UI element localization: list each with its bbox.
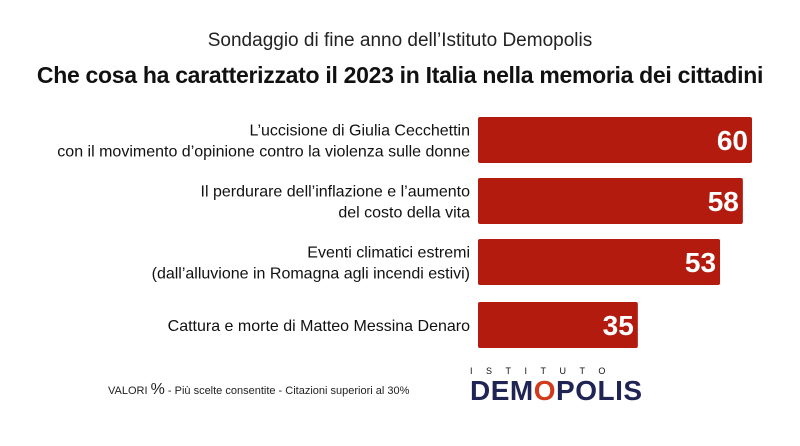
category-label-1-line-1: L’uccisione di Giulia Cecchettin xyxy=(249,123,470,140)
footnote-prefix: VALORI xyxy=(108,385,148,397)
footnote-percent: % xyxy=(150,381,165,398)
category-label-2-line-1: Il perdurare dell’inflazione e l’aumento xyxy=(201,184,471,201)
category-label-1-line-2: con il movimento d’opinione contro la vi… xyxy=(57,144,470,161)
bar-value-label-1: 60 xyxy=(717,125,748,156)
logo-part-o: O xyxy=(533,375,557,406)
bar-value-label-3: 53 xyxy=(685,247,716,278)
bar-2 xyxy=(478,178,743,224)
chart-subtitle: Sondaggio di fine anno dell’Istituto Dem… xyxy=(207,30,593,51)
logo-part-b: POLIS xyxy=(556,375,643,406)
logo-wordmark: DEMOPOLIS xyxy=(470,375,690,407)
category-label-2-line-2: del costo della vita xyxy=(338,205,470,222)
bar-3 xyxy=(478,239,721,285)
category-label-3-line-2: (dall’alluvione in Romagna agli incendi … xyxy=(152,266,470,283)
footnote-text: - Più scelte consentite - Citazioni supe… xyxy=(167,385,410,397)
category-label-3-line-1: Eventi climatici estremi xyxy=(307,245,470,262)
chart-title: Che cosa ha caratterizzato il 2023 in It… xyxy=(36,62,764,88)
logo-top-text: ISTITUTO xyxy=(470,366,619,376)
bar-4 xyxy=(478,302,638,348)
demopolis-logo: ISTITUTO DEMOPOLIS xyxy=(470,366,690,406)
footnote: VALORI % - Più scelte consentite - Citaz… xyxy=(108,381,409,399)
bar-value-label-4: 35 xyxy=(603,310,634,341)
category-label-4-line-1: Cattura e morte di Matteo Messina Denaro xyxy=(168,318,470,335)
bar-value-label-2: 58 xyxy=(708,186,739,217)
bar-1 xyxy=(478,117,752,163)
logo-part-a: DEM xyxy=(470,375,534,406)
